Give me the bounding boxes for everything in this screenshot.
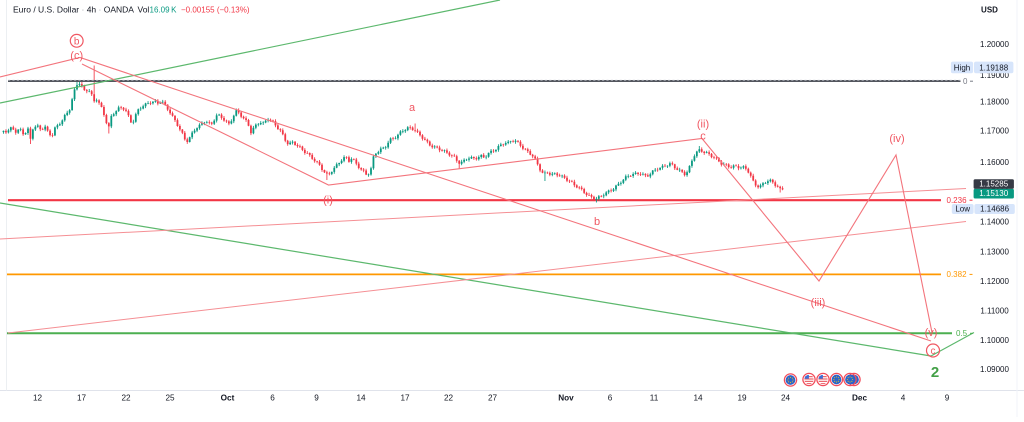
svg-text:(iii): (iii) (811, 297, 826, 309)
svg-text:1.17000: 1.17000 (980, 127, 1009, 136)
svg-text:6: 6 (608, 394, 613, 403)
svg-text:24: 24 (781, 394, 791, 403)
svg-text:0.5: 0.5 (956, 329, 968, 338)
svg-text:−0.00155 (−0.13%): −0.00155 (−0.13%) (181, 6, 250, 15)
svg-text:Low: Low (955, 205, 970, 214)
svg-text:1.15130: 1.15130 (979, 189, 1008, 198)
svg-text:1.20000: 1.20000 (980, 40, 1009, 49)
svg-text:0.382: 0.382 (947, 270, 968, 279)
svg-text:27: 27 (488, 394, 498, 403)
svg-text:Vol: Vol (138, 5, 150, 15)
svg-text:1.12000: 1.12000 (980, 277, 1009, 286)
svg-text:Oct: Oct (221, 394, 235, 403)
svg-text:25: 25 (165, 394, 175, 403)
svg-text:a: a (409, 102, 416, 114)
svg-text:c: c (700, 131, 706, 143)
svg-text:0.236: 0.236 (947, 196, 968, 205)
svg-text:1.15285: 1.15285 (979, 180, 1008, 189)
svg-text:1.18000: 1.18000 (980, 98, 1009, 107)
svg-text:17: 17 (400, 394, 410, 403)
svg-text:4: 4 (901, 394, 906, 403)
svg-text:1.13000: 1.13000 (980, 247, 1009, 256)
svg-text:(ii): (ii) (697, 119, 709, 131)
svg-text:Euro / U.S. Dollar · 4h · OAND: Euro / U.S. Dollar · 4h · OANDA (13, 5, 134, 15)
svg-text:9: 9 (314, 394, 319, 403)
svg-text:22: 22 (444, 394, 454, 403)
svg-text:0: 0 (963, 77, 968, 86)
svg-text:1.19188: 1.19188 (979, 63, 1008, 72)
svg-text:16.09 K: 16.09 K (150, 6, 178, 15)
svg-text:14: 14 (693, 394, 703, 403)
svg-text:11: 11 (650, 394, 659, 403)
svg-text:(c): (c) (70, 50, 83, 62)
svg-text:(v): (v) (925, 327, 938, 339)
svg-text:Dec: Dec (852, 394, 867, 403)
svg-text:1.19000: 1.19000 (980, 71, 1009, 80)
svg-text:(i): (i) (323, 195, 333, 207)
svg-text:1.14686: 1.14686 (980, 205, 1009, 214)
svg-text:2: 2 (931, 364, 939, 381)
svg-text:(iv): (iv) (889, 133, 904, 145)
svg-text:b: b (594, 216, 600, 228)
svg-text:1.16000: 1.16000 (980, 158, 1009, 167)
svg-text:USD: USD (981, 6, 998, 15)
svg-text:Nov: Nov (558, 394, 574, 403)
svg-text:14: 14 (356, 394, 366, 403)
svg-text:17: 17 (77, 394, 87, 403)
svg-text:19: 19 (737, 394, 747, 403)
svg-text:High: High (954, 63, 970, 72)
svg-text:1.09000: 1.09000 (980, 365, 1009, 374)
svg-text:1.11000: 1.11000 (980, 307, 1009, 316)
svg-text:12: 12 (33, 394, 43, 403)
svg-text:9: 9 (945, 394, 950, 403)
svg-text:b: b (74, 36, 80, 47)
svg-text:1.14000: 1.14000 (980, 218, 1009, 227)
svg-text:6: 6 (270, 394, 275, 403)
svg-text:c: c (931, 346, 936, 357)
svg-text:1.10000: 1.10000 (980, 336, 1009, 345)
svg-text:22: 22 (121, 394, 131, 403)
